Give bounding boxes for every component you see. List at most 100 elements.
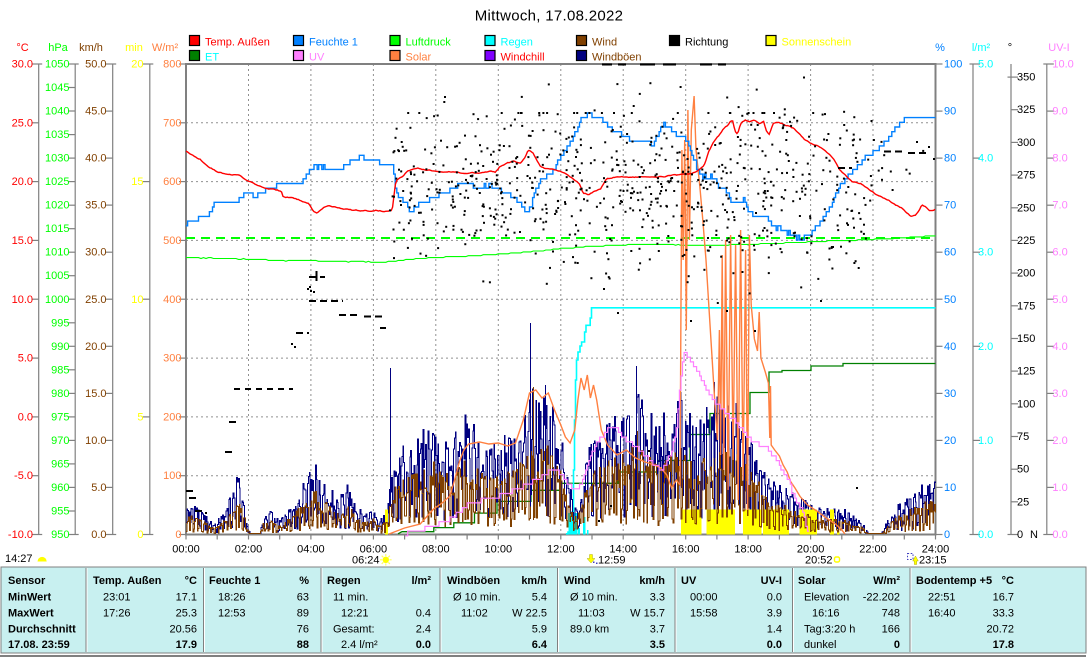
- svg-text:50.0: 50.0: [85, 59, 106, 71]
- svg-text:0.0: 0.0: [767, 592, 782, 604]
- svg-text:40: 40: [944, 341, 956, 353]
- svg-text:Gesamt:: Gesamt:: [333, 624, 375, 636]
- svg-text:250: 250: [1017, 202, 1035, 214]
- svg-text:5.0: 5.0: [18, 353, 33, 365]
- svg-text:800: 800: [163, 59, 181, 71]
- svg-text:Luftdruck: Luftdruck: [406, 37, 452, 49]
- svg-text:Feuchte 1: Feuchte 1: [309, 37, 358, 49]
- svg-text:35.0: 35.0: [85, 200, 106, 212]
- svg-text:1050: 1050: [45, 59, 69, 71]
- svg-text:50: 50: [1017, 464, 1029, 476]
- svg-text:10.0: 10.0: [1052, 59, 1073, 71]
- svg-text:8.0: 8.0: [1052, 153, 1067, 165]
- svg-text:dunkel: dunkel: [804, 639, 836, 651]
- svg-text:100: 100: [1017, 398, 1035, 410]
- svg-text:14:00: 14:00: [609, 544, 637, 556]
- svg-text:7.0: 7.0: [1052, 200, 1067, 212]
- svg-text:00:00: 00:00: [690, 592, 718, 604]
- svg-text:17.8: 17.8: [993, 639, 1014, 651]
- svg-text:%: %: [299, 575, 309, 587]
- svg-text:12:53: 12:53: [218, 608, 246, 620]
- svg-text:06:24: 06:24: [352, 555, 380, 567]
- svg-text:12:59: 12:59: [598, 555, 626, 567]
- svg-text:02:00: 02:00: [235, 544, 263, 556]
- svg-text:MinWert: MinWert: [8, 592, 52, 604]
- svg-text:N: N: [1030, 529, 1038, 541]
- svg-text:975: 975: [51, 411, 69, 423]
- svg-text:°C: °C: [1002, 575, 1014, 587]
- svg-text:70: 70: [944, 200, 956, 212]
- svg-text:166: 166: [882, 624, 900, 636]
- svg-text:0: 0: [1017, 529, 1023, 541]
- svg-text:-22.202: -22.202: [863, 592, 900, 604]
- svg-text:300: 300: [163, 353, 181, 365]
- svg-text:16:16: 16:16: [812, 608, 840, 620]
- svg-text:0: 0: [137, 529, 143, 541]
- svg-text:l/m²: l/m²: [972, 42, 991, 54]
- svg-text:18:00: 18:00: [734, 544, 762, 556]
- svg-text:990: 990: [51, 341, 69, 353]
- svg-text:11 min.: 11 min.: [333, 592, 368, 604]
- svg-text:Elevation: Elevation: [804, 592, 849, 604]
- svg-text:700: 700: [163, 117, 181, 129]
- svg-text:960: 960: [51, 482, 69, 494]
- svg-text:100: 100: [163, 470, 181, 482]
- svg-text:965: 965: [51, 458, 69, 470]
- svg-text:20.56: 20.56: [169, 624, 197, 636]
- svg-text:0.0: 0.0: [91, 529, 106, 541]
- svg-text:1.0: 1.0: [978, 435, 993, 447]
- svg-text:0: 0: [944, 529, 950, 541]
- svg-text:25.0: 25.0: [12, 117, 33, 129]
- svg-text:5.9: 5.9: [532, 624, 547, 636]
- svg-text:Solar: Solar: [406, 52, 432, 64]
- svg-text:2.0: 2.0: [978, 341, 993, 353]
- svg-text:11:02: 11:02: [461, 608, 488, 620]
- svg-text:20: 20: [944, 435, 956, 447]
- svg-text:955: 955: [51, 506, 69, 518]
- svg-text:km/h: km/h: [521, 575, 547, 587]
- svg-text:0.0: 0.0: [978, 529, 993, 541]
- svg-text:22:51: 22:51: [928, 592, 956, 604]
- svg-text:UV: UV: [681, 575, 697, 587]
- svg-text:Feuchte 1: Feuchte 1: [209, 575, 260, 587]
- svg-text:W/m²: W/m²: [152, 42, 179, 54]
- svg-text:1045: 1045: [45, 82, 69, 94]
- svg-text:1005: 1005: [45, 270, 69, 282]
- svg-text:5: 5: [137, 411, 143, 423]
- svg-text:11:03: 11:03: [578, 608, 605, 620]
- svg-text:275: 275: [1017, 170, 1035, 182]
- svg-text:25.0: 25.0: [85, 294, 106, 306]
- svg-text:16:00: 16:00: [672, 544, 700, 556]
- svg-text:hPa: hPa: [48, 42, 68, 54]
- svg-text:1020: 1020: [45, 200, 69, 212]
- svg-text:UV: UV: [309, 52, 325, 64]
- svg-text:75: 75: [1017, 431, 1029, 443]
- svg-text:1035: 1035: [45, 129, 69, 141]
- svg-text:125: 125: [1017, 366, 1035, 378]
- svg-text:1000: 1000: [45, 294, 69, 306]
- svg-text:325: 325: [1017, 104, 1035, 116]
- svg-text:Windchill: Windchill: [501, 52, 545, 64]
- svg-text:20: 20: [131, 59, 143, 71]
- svg-text:748: 748: [882, 608, 900, 620]
- svg-text:980: 980: [51, 388, 69, 400]
- svg-text:16.7: 16.7: [993, 592, 1014, 604]
- svg-text:89.0 km: 89.0 km: [570, 624, 609, 636]
- svg-text:24:00: 24:00: [922, 544, 950, 556]
- svg-text:MaxWert: MaxWert: [8, 608, 54, 620]
- svg-text:100: 100: [944, 59, 962, 71]
- svg-text:600: 600: [163, 176, 181, 188]
- svg-text:%: %: [935, 42, 945, 54]
- svg-text:25: 25: [1017, 496, 1029, 508]
- svg-text:10: 10: [131, 294, 143, 306]
- svg-text:l/m²: l/m²: [411, 575, 431, 587]
- svg-text:3.5: 3.5: [650, 639, 665, 651]
- svg-text:-5.0: -5.0: [14, 470, 33, 482]
- svg-text:15.0: 15.0: [12, 235, 33, 247]
- svg-text:3.0: 3.0: [1052, 388, 1067, 400]
- svg-text:00:00: 00:00: [172, 544, 200, 556]
- svg-text:12:21: 12:21: [341, 608, 369, 620]
- svg-text:5.0: 5.0: [1052, 294, 1067, 306]
- svg-text:350: 350: [1017, 72, 1035, 84]
- svg-text:1015: 1015: [45, 223, 69, 235]
